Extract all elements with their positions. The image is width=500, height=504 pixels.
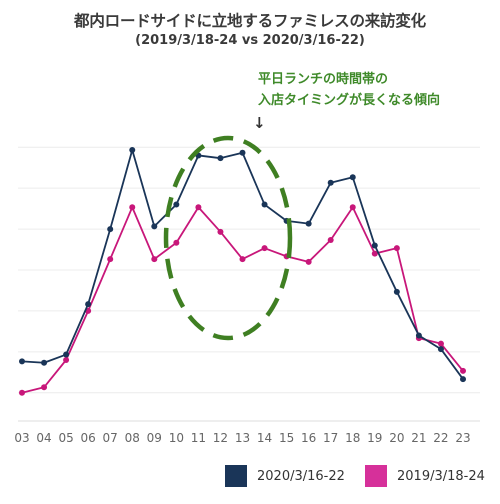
series-layer bbox=[19, 147, 466, 396]
data-point bbox=[217, 155, 224, 162]
data-point bbox=[41, 359, 48, 366]
data-point bbox=[41, 384, 48, 391]
legend-label-2020: 2020/3/16-22 bbox=[257, 468, 345, 484]
x-tick-label: 13 bbox=[235, 431, 250, 445]
data-point bbox=[195, 204, 202, 211]
x-tick-label: 19 bbox=[367, 431, 382, 445]
x-tick-label: 05 bbox=[58, 431, 73, 445]
data-point bbox=[460, 376, 466, 383]
annotation-text: 平日ランチの時間帯の 入店タイミングが長くなる傾向 bbox=[258, 69, 500, 111]
x-tick-label: 23 bbox=[455, 431, 470, 445]
x-tick-label: 07 bbox=[103, 431, 118, 445]
x-tick-label: 06 bbox=[81, 431, 96, 445]
data-point bbox=[261, 201, 268, 208]
series-line bbox=[21, 149, 464, 380]
x-tick-label: 03 bbox=[14, 431, 29, 445]
highlight-ellipse bbox=[163, 135, 293, 341]
x-tick-label: 15 bbox=[279, 431, 294, 445]
x-tick-label: 22 bbox=[433, 431, 448, 445]
x-tick-label: 10 bbox=[169, 431, 184, 445]
data-point bbox=[173, 201, 180, 208]
data-point bbox=[129, 147, 136, 153]
chart-title: 都内ロードサイドに立地するファミレスの来訪変化 bbox=[74, 12, 426, 30]
x-tick-label: 17 bbox=[323, 431, 338, 445]
data-point bbox=[393, 245, 400, 252]
data-point bbox=[415, 332, 422, 339]
data-point bbox=[19, 358, 25, 365]
data-point bbox=[349, 174, 356, 181]
legend-swatch-2019 bbox=[365, 465, 387, 487]
data-point bbox=[63, 357, 70, 363]
data-point bbox=[151, 223, 158, 230]
x-tick-label: 18 bbox=[345, 431, 360, 445]
data-point bbox=[129, 204, 136, 211]
x-tick-label: 12 bbox=[213, 431, 228, 445]
data-point bbox=[19, 389, 25, 396]
annotation-arrow: ↓ bbox=[253, 114, 266, 132]
data-point bbox=[460, 367, 466, 374]
x-axis-labels: 03 04 05 06 07 08 09 10 11 12 13 14 15 16 17 18 19 20 21 22… bbox=[14, 431, 470, 445]
legend-item-2020: 2020/3/16-22 bbox=[225, 463, 345, 489]
data-point bbox=[63, 351, 70, 358]
series-line bbox=[21, 206, 464, 394]
x-tick-label: 20 bbox=[389, 431, 404, 445]
data-point bbox=[217, 228, 224, 235]
x-tick-label: 21 bbox=[411, 431, 426, 445]
legend-swatch-2020 bbox=[225, 465, 247, 487]
x-tick-label: 16 bbox=[301, 431, 316, 445]
highlight-layer bbox=[163, 135, 293, 341]
data-point bbox=[239, 149, 246, 156]
data-point bbox=[393, 288, 400, 295]
x-tick-label: 09 bbox=[147, 431, 162, 445]
data-point bbox=[151, 256, 158, 263]
grid-lines bbox=[18, 146, 480, 422]
data-point bbox=[371, 242, 378, 249]
data-point bbox=[327, 179, 334, 186]
data-point bbox=[305, 220, 312, 227]
data-point bbox=[173, 239, 180, 246]
data-point bbox=[437, 346, 444, 353]
data-point bbox=[239, 256, 246, 263]
data-point bbox=[371, 250, 378, 257]
x-tick-label: 14 bbox=[257, 431, 272, 445]
data-point bbox=[305, 258, 312, 265]
x-tick-label: 04 bbox=[36, 431, 51, 445]
data-point bbox=[107, 226, 114, 233]
data-point bbox=[107, 256, 114, 263]
x-tick-label: 08 bbox=[125, 431, 140, 445]
data-point bbox=[85, 301, 92, 308]
data-point bbox=[261, 245, 268, 252]
x-tick-label: 11 bbox=[191, 431, 206, 445]
legend-item-2019: 2019/3/18-24 bbox=[365, 463, 485, 489]
data-point bbox=[327, 237, 334, 243]
annotation-line-1: 平日ランチの時間帯の bbox=[258, 72, 389, 87]
legend-label-2019: 2019/3/18-24 bbox=[397, 468, 485, 484]
data-point bbox=[349, 204, 356, 211]
data-point bbox=[437, 340, 444, 347]
annotation-line-2: 入店タイミングが長くなる傾向 bbox=[258, 93, 441, 108]
chart-subtitle: (2019/3/18-24 vs 2020/3/16-22) bbox=[135, 33, 365, 48]
